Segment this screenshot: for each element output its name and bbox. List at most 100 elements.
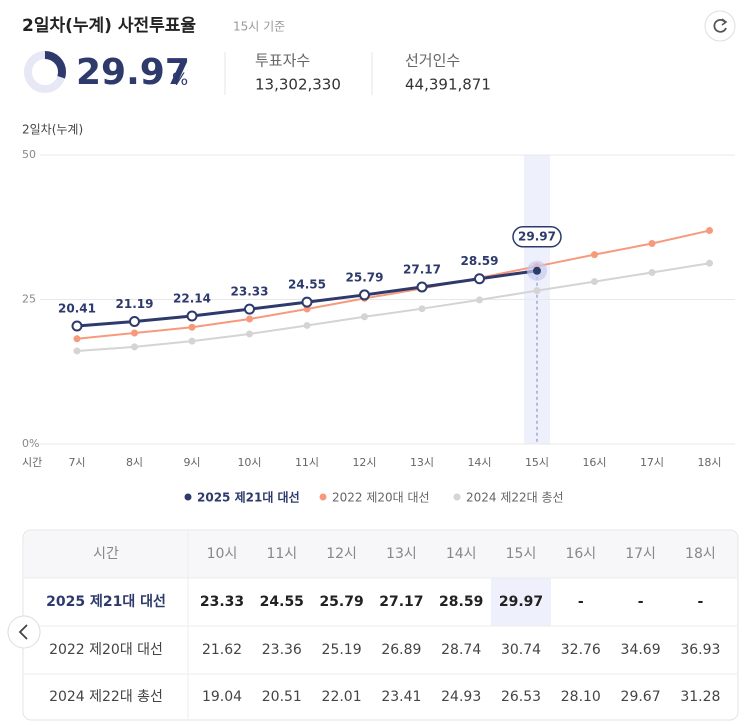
- x-tick-label: 10시: [237, 456, 261, 469]
- table-header: 18시: [685, 546, 716, 562]
- x-tick-label: 11시: [295, 456, 319, 469]
- table-cell: -: [638, 594, 644, 610]
- refresh-button[interactable]: [704, 10, 736, 42]
- table-cell: 21.62: [202, 642, 242, 658]
- point: [706, 259, 713, 267]
- table-cell: 27.17: [379, 594, 423, 610]
- point: [418, 305, 426, 313]
- point: [476, 296, 483, 304]
- legend-label: 2025 제21대 대선: [197, 490, 300, 505]
- x-tick-label: 8시: [126, 456, 143, 469]
- legend-label: 2022 제20대 대선: [332, 491, 430, 505]
- table-cell: 24.93: [441, 689, 481, 705]
- x-tick-label: 12시: [352, 456, 376, 469]
- table-cell: 20.51: [262, 689, 302, 705]
- highlight-cell: [491, 578, 551, 626]
- donut-arc: [24, 51, 66, 93]
- point: [188, 337, 196, 345]
- table-header: 11시: [266, 546, 297, 562]
- rate: 29.97: [76, 52, 190, 93]
- table-cell: -: [578, 594, 584, 610]
- table-cell: -: [697, 594, 703, 610]
- table-cell: 26.89: [381, 642, 421, 658]
- data-label: 22.14: [173, 292, 211, 306]
- table-cell: 23.36: [262, 642, 302, 658]
- table-cell: 26.53: [501, 689, 541, 705]
- table-header: 시간: [93, 546, 119, 562]
- point: [533, 266, 541, 275]
- x-tick-label: 7시: [68, 456, 85, 469]
- point: [71, 320, 83, 332]
- point: [129, 316, 140, 328]
- table-header: 15시: [506, 546, 537, 562]
- stat-label: 선거인수: [405, 52, 460, 70]
- table-header: 10시: [207, 546, 238, 562]
- point: [359, 289, 370, 301]
- point: [73, 335, 81, 343]
- prev-button[interactable]: [7, 615, 41, 649]
- stat-value: 44,391,871: [405, 76, 491, 94]
- table: 시간 10시 11시 12시 13시 14시 15시 16시 17시 18시 2025 제21대 대…: [22, 529, 739, 721]
- stat-label: 투표자수: [255, 52, 310, 70]
- table-cell: 28.74: [441, 642, 481, 658]
- data-label: 21.19: [116, 297, 154, 311]
- table-header: 14시: [446, 546, 477, 562]
- table-cell: 25.19: [322, 642, 362, 658]
- table-cell: 29.97: [499, 594, 543, 610]
- legend-dot: [453, 493, 461, 501]
- table-cell: 23.41: [381, 689, 421, 705]
- callout-box: [512, 226, 562, 248]
- point: [706, 227, 713, 235]
- y-tick-label: 0%: [22, 437, 39, 450]
- point: [361, 313, 368, 321]
- data-label: 27.17: [403, 262, 441, 276]
- y-axis-label: 2일차(누계): [22, 123, 83, 137]
- table-cell: 29.67: [621, 689, 661, 705]
- point: [188, 323, 196, 331]
- stat-value: 13,302,330: [255, 76, 341, 94]
- table-cell: 28.10: [561, 689, 601, 705]
- point: [131, 343, 138, 351]
- point: [591, 278, 598, 286]
- table-header: 13시: [386, 546, 417, 562]
- table-cell: 24.55: [260, 594, 304, 610]
- data-label: 20.41: [58, 302, 96, 316]
- point: [648, 239, 656, 247]
- point: [301, 296, 313, 308]
- point: [591, 251, 598, 259]
- data-label: 25.79: [346, 270, 384, 284]
- legend-dot: [184, 493, 192, 501]
- point: [244, 303, 255, 315]
- chart: 0% 25 50 7시 8시 9시 10시 11시 12시 13시 14시 15시 16시 17시 18시 2…: [22, 148, 735, 505]
- table-cell: 23.33: [200, 594, 244, 610]
- row-name: 2024 제22대 총선: [49, 689, 163, 705]
- table-cell: 36.93: [680, 642, 720, 658]
- table-cell: 22.01: [322, 689, 362, 705]
- legend-label: 2024 제22대 총선: [466, 491, 564, 505]
- point: [73, 347, 81, 355]
- row-name: 2022 제20대 대선: [49, 642, 163, 658]
- point: [131, 329, 138, 337]
- callout-label: 29.97: [518, 229, 556, 243]
- table-cell: 31.28: [680, 689, 720, 705]
- y-tick-label: 50: [22, 148, 36, 161]
- point: [246, 330, 253, 338]
- table-header: 17시: [625, 546, 656, 562]
- rate-unit: %: [172, 70, 188, 90]
- point: [648, 269, 656, 277]
- table-cell: 19.04: [202, 689, 242, 705]
- point: [186, 310, 198, 322]
- table-header: 16시: [565, 546, 596, 562]
- point: [416, 281, 428, 293]
- x-tick-label: 18시: [697, 456, 721, 469]
- x-tick-label: 13시: [410, 456, 434, 469]
- table-header-bg: [24, 531, 737, 578]
- point: [533, 287, 541, 295]
- x-axis-label: 시간: [22, 456, 42, 469]
- y-tick-label: 25: [22, 293, 36, 306]
- x-tick-label: 14시: [467, 456, 491, 469]
- legend-dot: [319, 493, 327, 501]
- series-line: [76, 229, 710, 340]
- data-label: 24.55: [288, 278, 326, 292]
